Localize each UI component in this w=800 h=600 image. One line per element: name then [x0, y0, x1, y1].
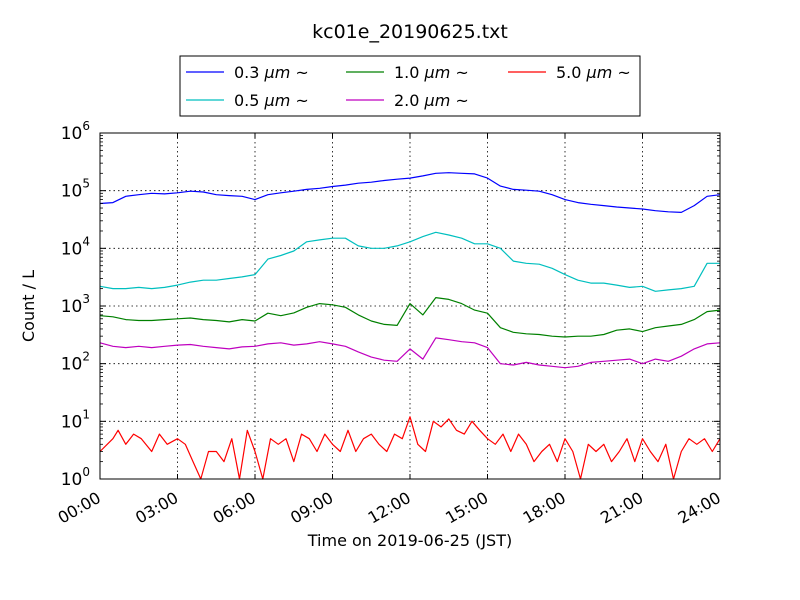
y-tick-base: 10: [61, 470, 83, 490]
x-axis-label: Time on 2019-06-25 (JST): [307, 531, 512, 550]
series-line-3: [99, 337, 721, 369]
legend-unit-4: μm: [586, 63, 613, 82]
legend-suffix-4: ~: [612, 63, 631, 82]
series-lines: [99, 172, 721, 480]
y-tick-exponent: 1: [82, 407, 90, 421]
y-tick-exponent: 2: [82, 350, 90, 364]
y-tick-label: 100: [61, 465, 90, 490]
y-tick-exponent: 5: [82, 177, 90, 191]
y-tick-label: 106: [61, 119, 90, 144]
y-tick-base: 10: [61, 412, 83, 432]
x-tick-label: 00:00: [55, 488, 104, 528]
x-tick-label: 12:00: [365, 488, 414, 528]
legend-suffix-0: ~: [290, 63, 309, 82]
x-tick-label: 24:00: [675, 488, 724, 528]
x-tick-label: 21:00: [597, 488, 646, 528]
x-tick-label: 15:00: [442, 488, 491, 528]
legend-unit-1: μm: [264, 91, 291, 110]
y-tick-base: 10: [61, 182, 83, 202]
y-tick-exponent: 0: [82, 465, 90, 479]
axis-ticks: [99, 132, 721, 480]
y-tick-exponent: 4: [82, 234, 90, 248]
y-tick-label: 102: [61, 350, 90, 375]
legend-size-2: 1.0: [394, 63, 425, 82]
series-line-4: [99, 416, 721, 480]
legend-unit-3: μm: [424, 91, 451, 110]
legend-entries: 0.3 μm ~0.5 μm ~1.0 μm ~2.0 μm ~5.0 μm ~: [186, 63, 631, 110]
y-tick-base: 10: [61, 124, 83, 144]
legend-unit-2: μm: [424, 63, 451, 82]
y-tick-label: 103: [61, 292, 90, 317]
x-tick-label: 18:00: [520, 488, 569, 528]
x-tick-label: 03:00: [132, 488, 181, 528]
legend-label-2: 1.0 μm ~: [394, 63, 469, 82]
legend-label-3: 2.0 μm ~: [394, 91, 469, 110]
y-tick-label: 105: [61, 177, 90, 202]
legend-label-1: 0.5 μm ~: [234, 91, 309, 110]
x-tick-label: 06:00: [210, 488, 259, 528]
legend-label-0: 0.3 μm ~: [234, 63, 309, 82]
y-tick-base: 10: [61, 355, 83, 375]
legend-suffix-1: ~: [290, 91, 309, 110]
series-line-2: [99, 297, 721, 338]
y-tick-exponent: 3: [82, 292, 90, 306]
y-axis-label: Count / L: [19, 270, 38, 342]
y-tick-base: 10: [61, 239, 83, 259]
series-line-0: [99, 172, 721, 213]
plot-area: [99, 132, 721, 480]
y-tick-exponent: 6: [82, 119, 90, 133]
y-tick-base: 10: [61, 297, 83, 317]
x-tick-label: 09:00: [287, 488, 336, 528]
chart-title: kc01e_20190625.txt: [312, 21, 508, 43]
legend-size-4: 5.0: [556, 63, 587, 82]
legend-size-3: 2.0: [394, 91, 425, 110]
legend-suffix-2: ~: [450, 63, 469, 82]
legend-size-1: 0.5: [234, 91, 265, 110]
legend-suffix-3: ~: [450, 91, 469, 110]
legend-label-4: 5.0 μm ~: [556, 63, 631, 82]
legend-unit-0: μm: [264, 63, 291, 82]
legend-box: [179, 55, 641, 117]
x-axis-tick-labels: 00:00 03:00 06:00 09:00 12:00 15:00 18:00 21:00…: [55, 488, 724, 528]
y-tick-label: 101: [61, 407, 90, 432]
series-line-1: [99, 231, 720, 292]
grid: [100, 133, 720, 479]
legend-size-0: 0.3: [234, 63, 265, 82]
legend: 0.3 μm ~0.5 μm ~1.0 μm ~2.0 μm ~5.0 μm ~: [179, 55, 641, 117]
y-tick-label: 104: [61, 234, 90, 259]
